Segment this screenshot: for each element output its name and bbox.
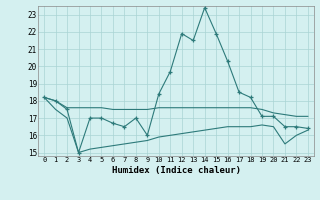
X-axis label: Humidex (Indice chaleur): Humidex (Indice chaleur): [111, 166, 241, 175]
